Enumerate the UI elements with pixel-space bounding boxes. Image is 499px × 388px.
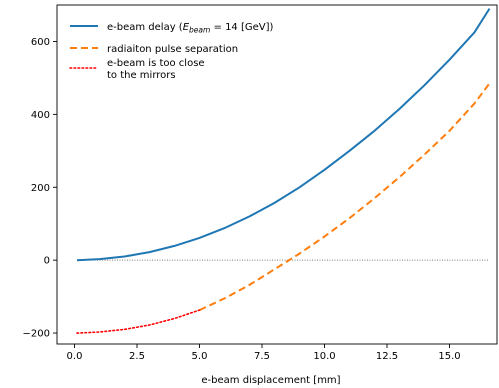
y-tick-label: 400 bbox=[31, 110, 50, 121]
y-tick-label: −200 bbox=[23, 329, 50, 340]
x-tick-label: 2.5 bbox=[129, 351, 145, 362]
axes: 0.0 2.5 5.0 7.5 10.0 12.5 15.0 −200 0 200 400 600 bbox=[23, 4, 498, 362]
x-axis-label: e-beam displacement [mm] bbox=[201, 375, 340, 386]
x-tick-label: 5.0 bbox=[192, 351, 208, 362]
legend: e-beam delay (Ebeam = 14 [GeV]) radiaiton… bbox=[69, 22, 274, 81]
legend-label-2: e-beam is too close to the mirrors bbox=[107, 58, 205, 81]
series-line-2 bbox=[76, 309, 201, 334]
y-tick-label: 0 bbox=[44, 256, 50, 267]
plot-area bbox=[76, 8, 491, 334]
series-line-1 bbox=[199, 82, 491, 312]
x-tick-label: 0.0 bbox=[67, 351, 83, 362]
axes-frame bbox=[56, 4, 498, 345]
legend-label-0: e-beam delay (Ebeam = 14 [GeV]) bbox=[107, 22, 274, 35]
x-tick-label: 12.5 bbox=[376, 351, 398, 362]
x-tick-label: 7.5 bbox=[254, 351, 270, 362]
series-line-0 bbox=[76, 8, 491, 262]
x-tick-label: 15.0 bbox=[438, 351, 460, 362]
legend-label-1: radiaiton pulse separation bbox=[107, 44, 238, 55]
x-tick-label: 10.0 bbox=[313, 351, 335, 362]
y-tick-label: 200 bbox=[31, 183, 50, 194]
y-tick-label: 600 bbox=[31, 37, 50, 48]
